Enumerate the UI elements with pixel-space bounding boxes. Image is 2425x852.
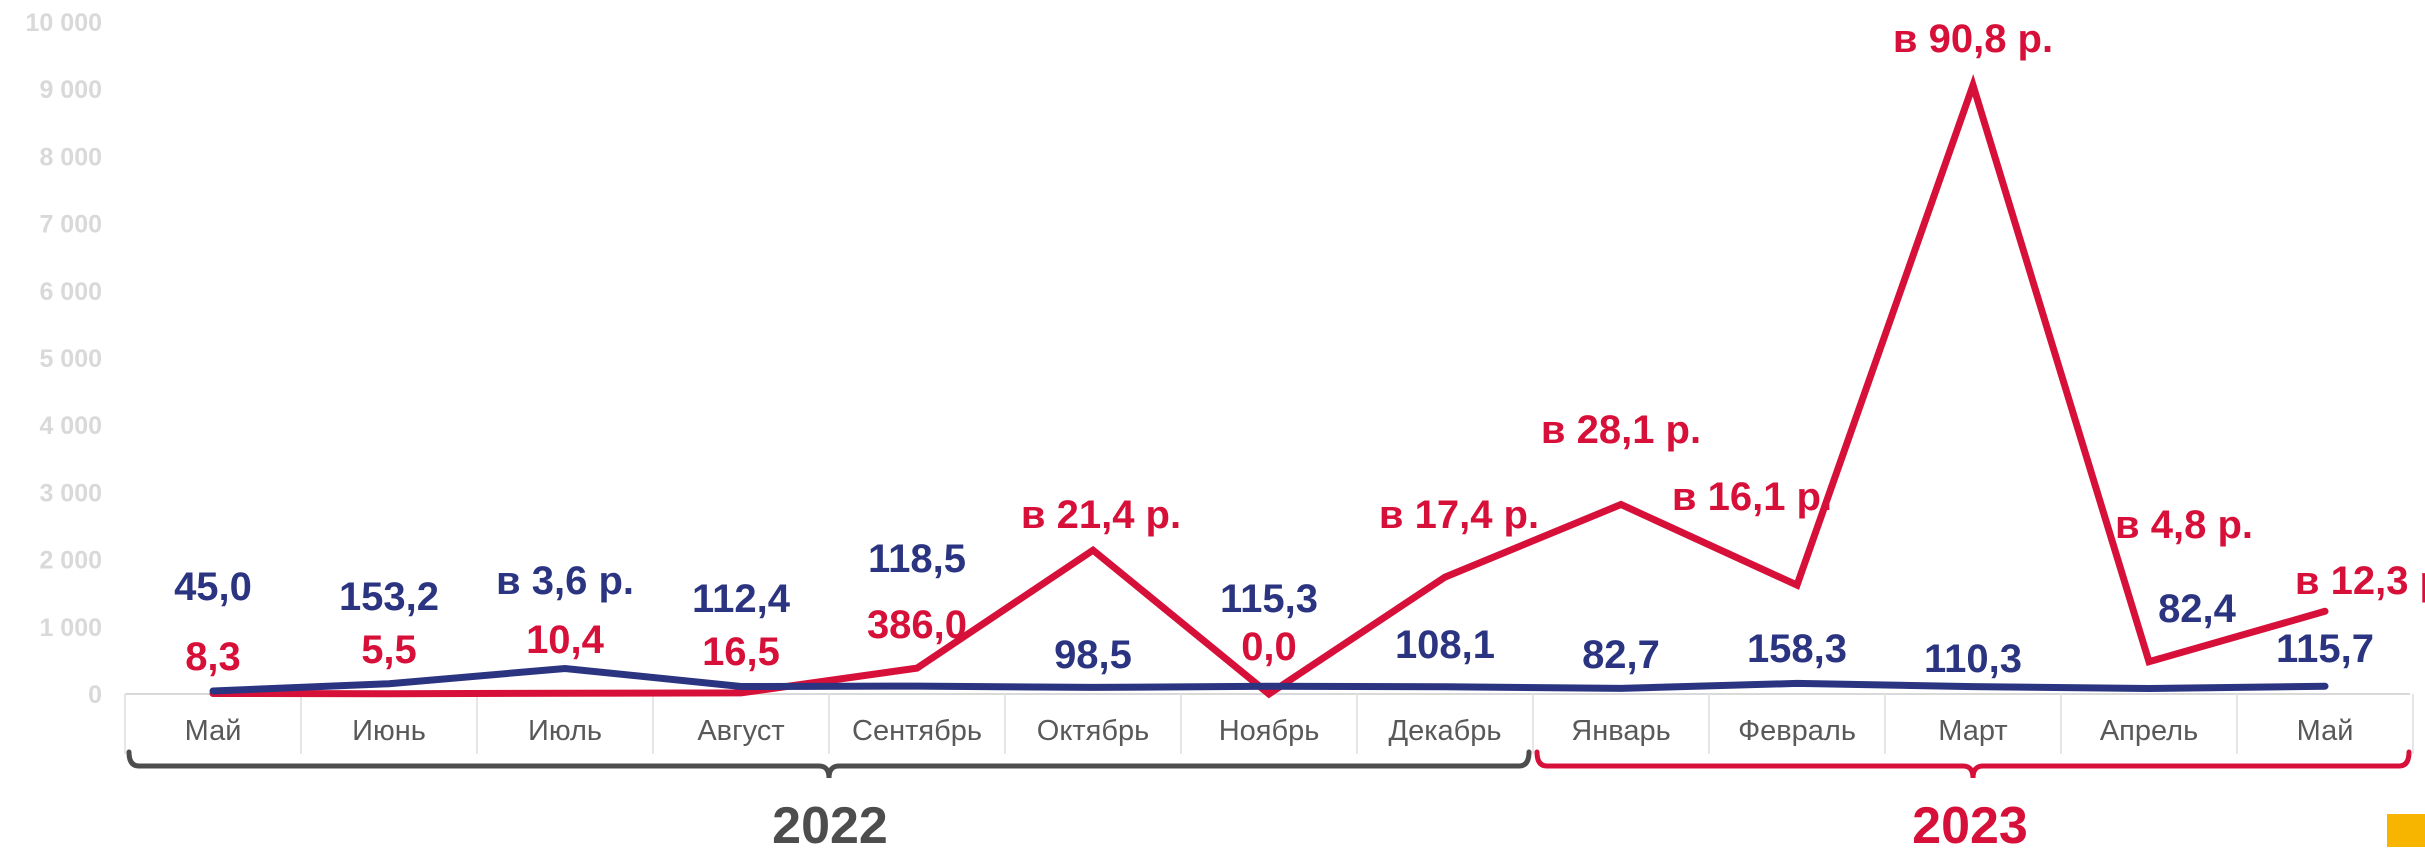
y-tick-label: 5 000 [39, 345, 102, 373]
series-lines [209, 73, 2329, 699]
data-label-blue: в 3,6 р. [496, 559, 634, 603]
data-label-blue: 112,4 [692, 577, 791, 621]
year-brace [126, 749, 1532, 779]
data-label-red: в 16,1 р. [1672, 475, 1832, 519]
x-tick-label: Июнь [352, 715, 426, 747]
data-label-red: в 17,4 р. [1379, 493, 1539, 537]
data-label-red: 386,0 [867, 603, 967, 647]
y-tick-label: 10 000 [26, 9, 102, 37]
data-label-red: в 21,4 р. [1021, 493, 1181, 537]
y-tick-label: 9 000 [39, 76, 102, 104]
series-line [209, 664, 2329, 695]
data-label-blue: 115,3 [1220, 577, 1318, 621]
x-tick-label: Июль [528, 715, 602, 747]
x-tick-label: Май [185, 715, 242, 747]
accent-square [2387, 814, 2425, 847]
y-tick-label: 0 [88, 681, 102, 709]
x-tick-label: Апрель [2100, 715, 2198, 747]
year-brace [1534, 749, 2412, 779]
data-label-blue: 82,4 [2158, 587, 2237, 631]
data-label-blue: 115,7 [2276, 627, 2374, 671]
y-tick-label: 8 000 [39, 143, 102, 171]
x-tick-label: Ноябрь [1219, 715, 1320, 747]
data-label-blue: 158,3 [1747, 627, 1847, 671]
data-label-blue: 108,1 [1395, 623, 1495, 667]
x-axis: Май Июнь Июль Август Сентябрь Октябрь Ноябрь Де… [124, 693, 2414, 754]
x-tick-label: Декабрь [1388, 715, 1501, 747]
data-label-red: в 12,3 р. [2295, 559, 2425, 603]
x-tick-label: Январь [1571, 715, 1670, 747]
x-tick-label: Август [697, 715, 784, 747]
y-tick-label: 7 000 [39, 211, 102, 239]
x-tick-label: Октябрь [1037, 715, 1149, 747]
year-groups: 2022 2023 [126, 749, 2412, 852]
data-label-blue: 153,2 [339, 575, 439, 619]
y-tick-label: 4 000 [39, 412, 102, 440]
y-tick-label: 2 000 [39, 547, 102, 575]
data-label-red: 16,5 [702, 630, 780, 674]
y-axis: 0 1 000 2 000 3 000 4 000 5 000 6 000 7 000 8 00… [26, 9, 102, 709]
data-label-blue: 110,3 [1924, 637, 2022, 681]
series-line [209, 73, 2329, 699]
data-label-red: в 90,8 р. [1893, 17, 2053, 61]
y-tick-label: 3 000 [39, 479, 102, 507]
data-label-red: в 4,8 р. [2115, 503, 2253, 547]
x-tick-label: Май [2297, 715, 2354, 747]
data-label-blue: 118,5 [868, 537, 966, 581]
x-tick-label: Сентябрь [852, 715, 982, 747]
data-label-red: 5,5 [361, 628, 417, 672]
x-tick-label: Февраль [1738, 715, 1856, 747]
data-label-blue: 98,5 [1054, 633, 1132, 677]
data-label-red: 10,4 [526, 618, 605, 662]
data-label-blue: 82,7 [1582, 633, 1660, 677]
y-tick-label: 1 000 [39, 614, 102, 642]
data-labels: 45,0 153,2 в 3,6 р. 112,4 118,5 98,5 115,3 108,… [174, 17, 2425, 681]
x-tick-label: Март [1938, 715, 2007, 747]
y-tick-label: 6 000 [39, 278, 102, 306]
data-label-red: 8,3 [185, 635, 241, 679]
year-label: 2022 [772, 797, 888, 847]
data-label-blue: 45,0 [174, 565, 252, 609]
data-label-red: 0,0 [1241, 625, 1297, 669]
data-label-red: в 28,1 р. [1541, 408, 1701, 452]
year-label: 2023 [1912, 797, 2028, 847]
